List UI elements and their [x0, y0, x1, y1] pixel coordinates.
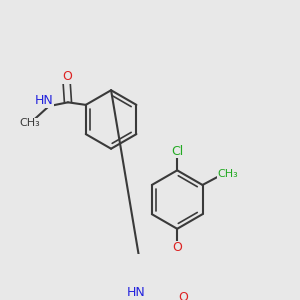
Text: HN: HN — [127, 286, 146, 299]
Text: CH₃: CH₃ — [20, 118, 40, 128]
Text: O: O — [178, 291, 188, 300]
Text: CH₃: CH₃ — [218, 169, 238, 178]
Text: O: O — [62, 70, 72, 83]
Text: O: O — [172, 242, 182, 254]
Text: Cl: Cl — [171, 145, 183, 158]
Text: HN: HN — [35, 94, 54, 107]
